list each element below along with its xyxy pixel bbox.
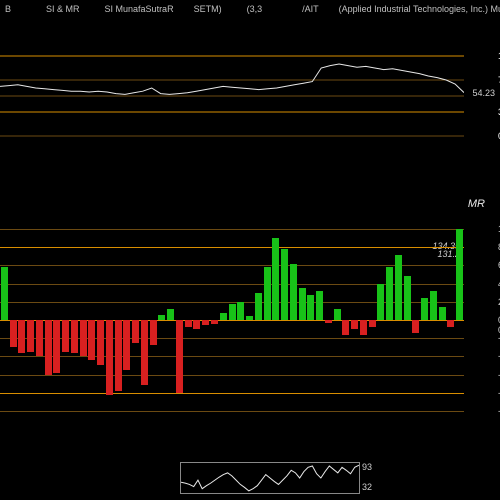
macd-bar bbox=[193, 320, 200, 329]
macd-bar bbox=[62, 320, 69, 352]
header-item: SI & MR bbox=[46, 4, 80, 20]
macd-bar bbox=[237, 302, 244, 320]
macd-panel bbox=[0, 220, 464, 420]
macd-bar bbox=[272, 238, 279, 320]
macd-gridline bbox=[0, 375, 464, 376]
macd-bar bbox=[456, 229, 463, 320]
macd-bar bbox=[351, 320, 358, 329]
macd-bar bbox=[229, 304, 236, 320]
header-item: (Applied Industrial Technologies, Inc.) … bbox=[339, 4, 500, 20]
macd-bar bbox=[246, 316, 253, 320]
macd-bar bbox=[141, 320, 148, 385]
macd-bar bbox=[255, 293, 262, 320]
macd-bar bbox=[211, 320, 218, 324]
rsi-svg bbox=[0, 48, 464, 140]
macd-bar bbox=[176, 320, 183, 393]
macd-bar bbox=[88, 320, 95, 360]
macd-bar bbox=[185, 320, 192, 327]
macd-bar bbox=[325, 320, 332, 323]
mini-label-lo: 32 bbox=[362, 482, 372, 492]
macd-bar bbox=[342, 320, 349, 335]
macd-bar bbox=[1, 267, 8, 320]
mini-label-hi: 93 bbox=[362, 462, 372, 472]
macd-bar bbox=[377, 284, 384, 320]
macd-bar bbox=[53, 320, 60, 373]
macd-bar bbox=[158, 315, 165, 320]
macd-bar bbox=[97, 320, 104, 365]
macd-bar bbox=[123, 320, 130, 370]
macd-bar bbox=[36, 320, 43, 356]
macd-bar bbox=[202, 320, 209, 325]
macd-bar bbox=[281, 249, 288, 320]
mr-label: MR bbox=[468, 198, 485, 210]
macd-bar bbox=[132, 320, 139, 343]
header-item: (3,3 bbox=[247, 4, 263, 20]
macd-gridline bbox=[0, 247, 464, 248]
macd-bar bbox=[290, 264, 297, 320]
macd-bar bbox=[106, 320, 113, 395]
macd-gridline bbox=[0, 393, 464, 394]
mini-svg bbox=[181, 463, 359, 493]
macd-bar bbox=[167, 309, 174, 320]
macd-bar bbox=[386, 267, 393, 320]
macd-gridline bbox=[0, 411, 464, 412]
macd-gridline bbox=[0, 320, 464, 321]
macd-bar bbox=[334, 309, 341, 320]
macd-bar bbox=[404, 276, 411, 320]
macd-bar bbox=[71, 320, 78, 353]
macd-gridline bbox=[0, 229, 464, 230]
macd-bar bbox=[412, 320, 419, 333]
header-item: SI MunafaSutraR bbox=[105, 4, 174, 20]
rsi-current-value: 54.23 bbox=[472, 88, 495, 98]
header-item: SETM) bbox=[194, 4, 222, 20]
macd-bar bbox=[421, 298, 428, 320]
macd-bar bbox=[439, 307, 446, 320]
macd-bar bbox=[369, 320, 376, 327]
macd-bar bbox=[360, 320, 367, 335]
macd-bar bbox=[430, 291, 437, 320]
rsi-panel bbox=[0, 48, 464, 140]
macd-bar bbox=[264, 267, 271, 320]
macd-bar bbox=[18, 320, 25, 353]
macd-bar bbox=[45, 320, 52, 375]
macd-bar bbox=[316, 291, 323, 320]
macd-gridline bbox=[0, 338, 464, 339]
header-item: B bbox=[5, 4, 11, 20]
macd-bar bbox=[447, 320, 454, 327]
macd-bar bbox=[307, 295, 314, 320]
macd-bar bbox=[150, 320, 157, 345]
macd-bar bbox=[220, 313, 227, 320]
macd-gridline bbox=[0, 356, 464, 357]
macd-bar bbox=[80, 320, 87, 356]
macd-bar bbox=[10, 320, 17, 347]
macd-bar bbox=[115, 320, 122, 391]
header-item: /AIT bbox=[302, 4, 319, 20]
mini-panel bbox=[180, 462, 360, 494]
header: B SI & MR SI MunafaSutraR SETM) (3,3 /AI… bbox=[0, 4, 500, 20]
macd-bar bbox=[27, 320, 34, 352]
macd-bar bbox=[299, 288, 306, 320]
macd-bar bbox=[395, 255, 402, 320]
